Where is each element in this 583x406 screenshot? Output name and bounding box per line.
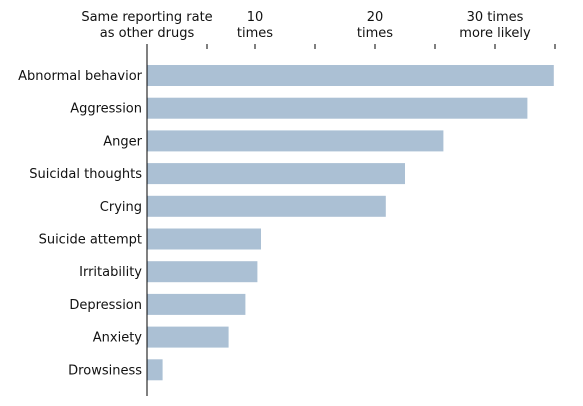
x-tick-label: 20 times (357, 10, 393, 41)
category-label-abnormal-behavior: Abnormal behavior (18, 69, 143, 84)
category-label-aggression: Aggression (70, 102, 142, 117)
bar-anger (147, 130, 444, 152)
category-label-drowsiness: Drowsiness (68, 363, 142, 378)
bar-abnormal-behavior (147, 65, 554, 86)
bar-drowsiness (147, 359, 163, 381)
bar-aggression (147, 97, 528, 119)
x-tick-label: 30 times more likely (459, 10, 531, 41)
x-tick-label: Same reporting rate as other drugs (81, 10, 212, 41)
x-tick-label: 10 times (237, 10, 273, 41)
bar-depression (147, 293, 246, 315)
category-label-anger: Anger (103, 134, 142, 149)
bar-suicide-attempt (147, 228, 261, 250)
bar-crying (147, 195, 386, 217)
category-label-irritability: Irritability (79, 265, 142, 280)
bar-suicidal-thoughts (147, 163, 405, 185)
category-label-suicidal-thoughts: Suicidal thoughts (29, 167, 142, 182)
category-label-anxiety: Anxiety (93, 331, 143, 346)
bar-anxiety (147, 326, 229, 348)
category-label-depression: Depression (69, 298, 142, 313)
category-labels: Abnormal behavior Aggression Anger Suicidal… (18, 69, 143, 378)
bar-irritability (147, 261, 258, 283)
category-label-suicide-attempt: Suicide attempt (39, 233, 142, 248)
bars-group (147, 65, 554, 381)
category-label-crying: Crying (100, 200, 142, 215)
x-axis-ticks: Same reporting rate as other drugs 10 times… (81, 10, 556, 49)
